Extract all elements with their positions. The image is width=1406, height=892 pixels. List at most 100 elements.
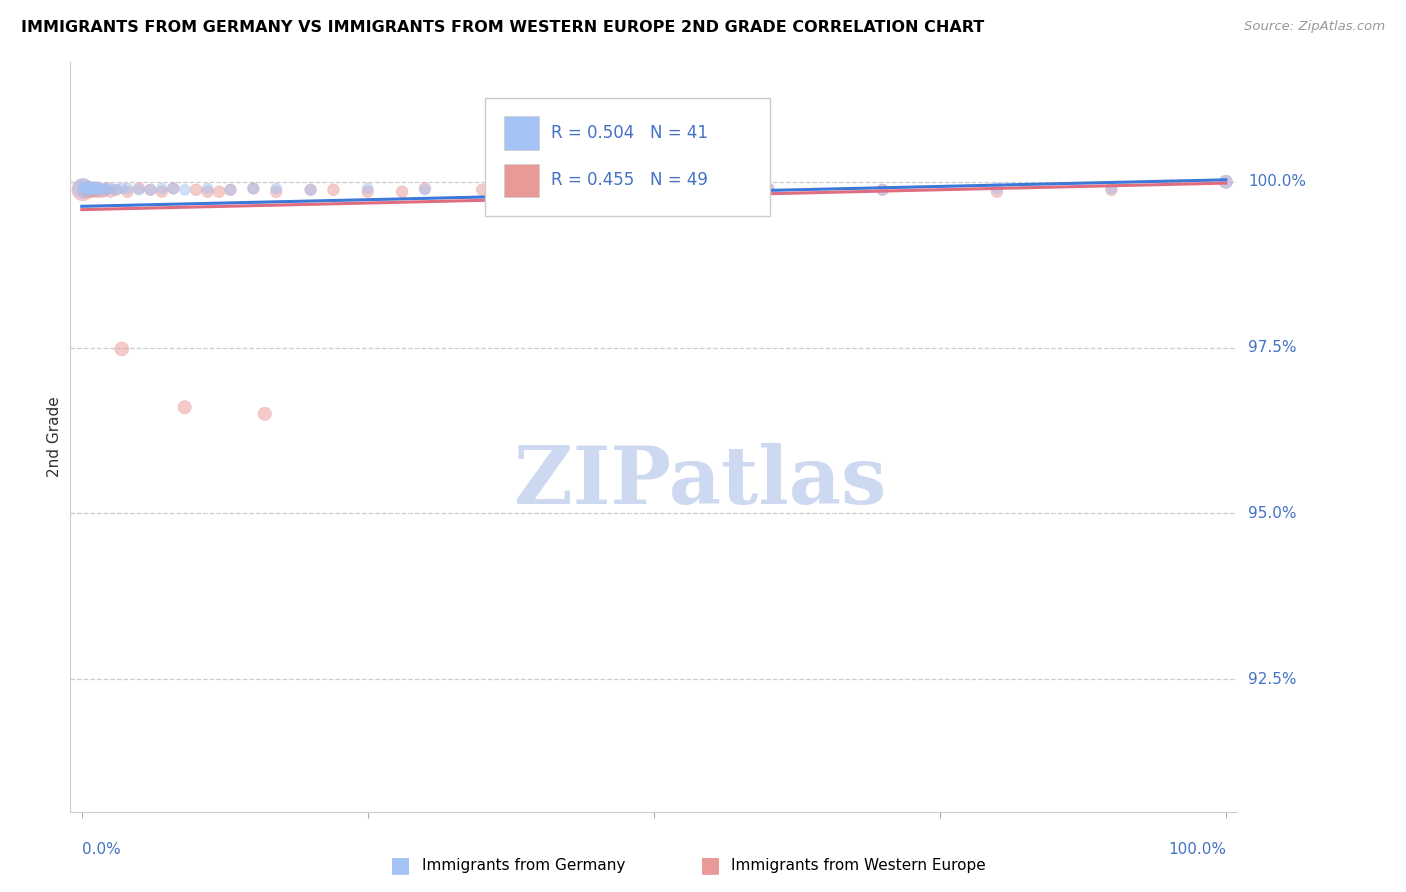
Point <box>872 183 894 197</box>
Point <box>186 183 208 197</box>
Point <box>72 183 94 197</box>
Point <box>75 181 97 195</box>
Point <box>150 185 173 199</box>
Point <box>79 183 101 197</box>
Point <box>80 185 103 199</box>
Text: R = 0.455   N = 49: R = 0.455 N = 49 <box>551 171 709 189</box>
Point <box>585 185 607 199</box>
Point <box>322 183 344 197</box>
Text: 97.5%: 97.5% <box>1249 340 1296 355</box>
Text: ■: ■ <box>700 855 720 875</box>
Point <box>700 183 723 197</box>
Point <box>111 342 134 356</box>
Point <box>77 181 100 195</box>
Text: Immigrants from Western Europe: Immigrants from Western Europe <box>731 858 986 872</box>
Point <box>93 183 115 197</box>
FancyBboxPatch shape <box>485 97 770 216</box>
Point <box>1215 175 1237 189</box>
Point <box>83 185 105 199</box>
Point <box>87 183 110 197</box>
Point <box>73 185 96 199</box>
Point <box>872 183 894 197</box>
Point <box>357 181 380 195</box>
Point <box>80 181 103 195</box>
Point <box>413 181 436 195</box>
Point <box>96 183 118 197</box>
Point <box>76 185 98 199</box>
Text: IMMIGRANTS FROM GERMANY VS IMMIGRANTS FROM WESTERN EUROPE 2ND GRADE CORRELATION : IMMIGRANTS FROM GERMANY VS IMMIGRANTS FR… <box>21 20 984 35</box>
Point <box>264 181 287 195</box>
Point <box>197 185 219 199</box>
Point <box>98 185 121 199</box>
Point <box>391 185 413 199</box>
Point <box>86 183 108 197</box>
Point <box>91 185 114 199</box>
Point <box>77 180 100 194</box>
Point <box>139 183 162 197</box>
Point <box>84 181 107 195</box>
Point <box>139 183 162 197</box>
Text: 100.0%: 100.0% <box>1249 174 1306 189</box>
Point <box>75 181 97 195</box>
Point <box>529 183 551 197</box>
Point <box>264 185 287 199</box>
Text: Source: ZipAtlas.com: Source: ZipAtlas.com <box>1244 20 1385 33</box>
Point <box>128 181 150 195</box>
Point <box>471 183 494 197</box>
Point <box>756 181 779 195</box>
Point <box>84 181 107 195</box>
Point <box>253 407 276 421</box>
Point <box>82 183 104 197</box>
Point <box>105 183 128 197</box>
Y-axis label: 2nd Grade: 2nd Grade <box>46 397 62 477</box>
Point <box>93 181 115 195</box>
Point <box>208 185 231 199</box>
Text: ■: ■ <box>391 855 411 875</box>
Text: ZIPatlas: ZIPatlas <box>515 443 887 521</box>
Point <box>242 181 264 195</box>
Point <box>86 180 108 194</box>
Text: R = 0.504   N = 41: R = 0.504 N = 41 <box>551 124 709 142</box>
Point <box>82 180 104 194</box>
Bar <box>505 163 540 197</box>
Point <box>643 185 665 199</box>
Point <box>986 185 1008 199</box>
Point <box>150 181 173 195</box>
Point <box>162 181 184 195</box>
Point <box>162 181 184 195</box>
Point <box>80 181 103 195</box>
Text: 92.5%: 92.5% <box>1249 672 1296 687</box>
Text: 0.0%: 0.0% <box>82 842 121 857</box>
Text: 95.0%: 95.0% <box>1249 506 1296 521</box>
Text: 100.0%: 100.0% <box>1168 842 1226 857</box>
Point <box>219 183 242 197</box>
Point <box>91 183 114 197</box>
Point <box>219 183 242 197</box>
Point <box>117 185 139 199</box>
Point <box>117 181 139 195</box>
Point <box>413 183 436 197</box>
Point <box>75 180 97 194</box>
Point <box>80 183 103 197</box>
Point <box>529 181 551 195</box>
Point <box>1099 181 1122 195</box>
Point <box>128 183 150 197</box>
Text: Immigrants from Germany: Immigrants from Germany <box>422 858 626 872</box>
Point <box>87 181 110 195</box>
Point <box>73 180 96 194</box>
Point <box>357 185 380 199</box>
Point <box>72 181 94 195</box>
Point <box>75 183 97 197</box>
Bar <box>505 116 540 150</box>
Point <box>111 181 134 195</box>
Point <box>87 185 110 199</box>
Point <box>96 181 118 195</box>
Point <box>643 183 665 197</box>
Point <box>1215 175 1237 189</box>
Point <box>87 181 110 195</box>
Point <box>986 181 1008 195</box>
Point <box>299 183 322 197</box>
Point <box>299 183 322 197</box>
Point <box>83 183 105 197</box>
Point <box>197 181 219 195</box>
